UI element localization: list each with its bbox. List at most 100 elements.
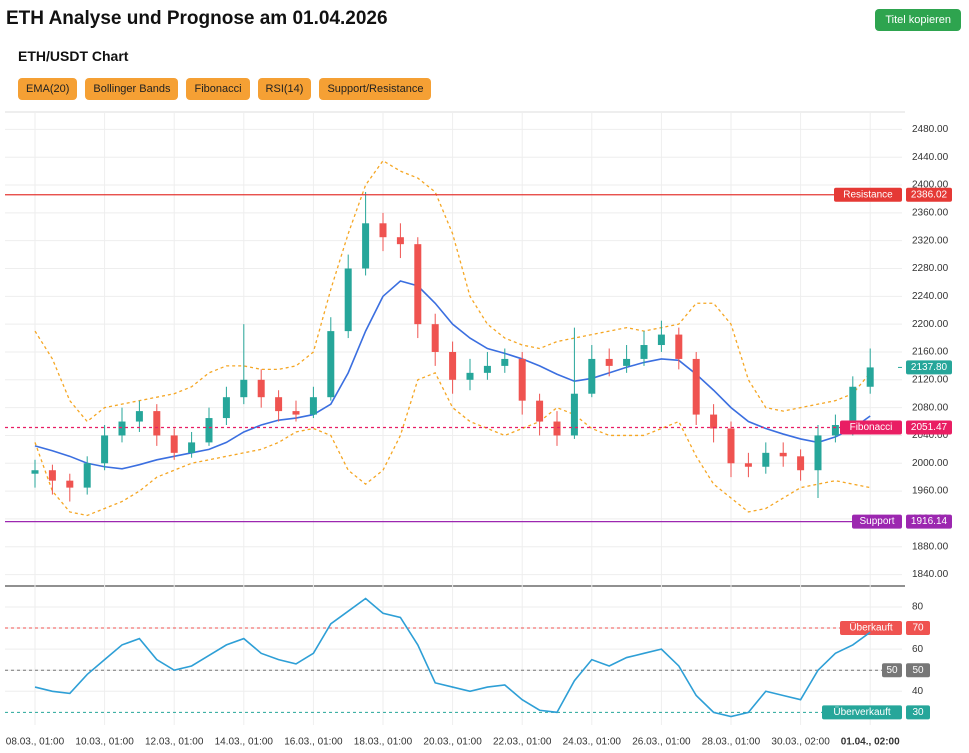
y-tick-label: 80 xyxy=(912,602,924,613)
candle-body xyxy=(344,268,352,332)
candle-body xyxy=(727,428,735,464)
indicator-button[interactable]: RSI(14) xyxy=(257,78,312,100)
x-tick-label: 08.03., 01:00 xyxy=(6,737,65,748)
level-value-bg xyxy=(906,705,930,720)
candle-body xyxy=(640,345,648,359)
candle-body xyxy=(170,435,178,453)
level-name-bg xyxy=(834,187,902,202)
x-tick-label: 24.03., 01:00 xyxy=(563,737,622,748)
y-tick-label: 2280.00 xyxy=(912,263,949,274)
level-value-bg xyxy=(906,187,952,202)
x-tick-label: 30.03., 02:00 xyxy=(771,737,830,748)
candle-body xyxy=(814,435,822,471)
y-tick-label: 2120.00 xyxy=(912,374,949,385)
candle-body xyxy=(692,358,700,415)
candle-body xyxy=(657,334,665,346)
indicator-bar: EMA(20) Bollinger Bands Fibonacci RSI(14) Su… xyxy=(18,78,432,100)
candle-body xyxy=(31,470,39,474)
chart-title: ETH/USDT Chart xyxy=(18,48,129,64)
candle-body xyxy=(762,452,770,467)
candle-body xyxy=(744,463,752,467)
bollinger-band xyxy=(34,159,871,423)
candle-body xyxy=(536,400,544,422)
candle-body xyxy=(518,358,526,401)
level-name: Fibonacci xyxy=(850,422,893,433)
page-title: ETH Analyse und Prognose am 01.04.2026 xyxy=(6,8,388,29)
candle-body xyxy=(275,397,283,412)
candle-body xyxy=(327,331,335,398)
candle-body xyxy=(849,386,857,426)
bollinger-band xyxy=(34,372,871,517)
x-tick-label: 18.03., 01:00 xyxy=(354,737,413,748)
level-name-bg xyxy=(852,514,902,529)
level-value: 1916.14 xyxy=(911,516,948,527)
x-tick-label: 26.03., 01:00 xyxy=(632,737,691,748)
candle-body xyxy=(379,223,387,238)
candle-body xyxy=(362,223,370,269)
last-price: 2137.80 xyxy=(911,362,948,373)
y-tick-label: 2080.00 xyxy=(912,402,949,413)
y-tick-label: 2480.00 xyxy=(912,124,949,135)
y-tick-label: 2200.00 xyxy=(912,319,949,330)
y-tick-label: 2160.00 xyxy=(912,347,949,358)
level-name: Support xyxy=(859,516,894,527)
candle-body xyxy=(188,442,196,453)
y-tick-label: 40 xyxy=(912,686,924,697)
copy-button[interactable]: Titel kopieren xyxy=(875,9,961,31)
x-tick-label: 20.03., 01:00 xyxy=(423,737,482,748)
y-tick-label: 2320.00 xyxy=(912,235,949,246)
candle-body xyxy=(570,393,578,436)
candle-body xyxy=(414,244,422,325)
indicator-button[interactable]: Support/Resistance xyxy=(319,78,432,100)
x-tick-label: 14.03., 01:00 xyxy=(215,737,274,748)
candle-body xyxy=(588,358,596,394)
candle-body xyxy=(309,397,317,415)
y-tick-label: 60 xyxy=(912,644,924,655)
level-value: 30 xyxy=(912,707,924,718)
candle-body xyxy=(501,358,509,366)
candle-body xyxy=(605,358,613,366)
level-value: 2386.02 xyxy=(911,189,948,200)
indicator-button[interactable]: Fibonacci xyxy=(186,78,250,100)
candle-body xyxy=(779,452,787,457)
candle-body xyxy=(101,435,109,464)
level-value: 70 xyxy=(912,623,924,634)
level-value-bg xyxy=(906,514,952,529)
level-value-bg xyxy=(906,663,930,678)
candle-body xyxy=(710,414,718,429)
candle-body xyxy=(866,367,874,387)
y-tick-label: 2040.00 xyxy=(912,430,949,441)
level-name: Resistance xyxy=(843,189,893,200)
level-value: 50 xyxy=(912,665,924,676)
candle-body xyxy=(466,372,474,380)
level-value-bg xyxy=(906,621,930,636)
y-tick-label: 2000.00 xyxy=(912,458,949,469)
x-tick-label: 16.03., 01:00 xyxy=(284,737,343,748)
candle-body xyxy=(431,324,439,352)
candle-body xyxy=(222,397,230,419)
x-tick-label: 01.04., 02:00 xyxy=(841,737,900,748)
candle-body xyxy=(831,425,839,436)
candle-body xyxy=(623,358,631,366)
y-tick-label: 1840.00 xyxy=(912,569,949,580)
y-tick-label: 2240.00 xyxy=(912,291,949,302)
candle-body xyxy=(135,411,143,422)
candle-body xyxy=(118,421,126,436)
candle-body xyxy=(797,456,805,471)
level-name: Überverkauft xyxy=(833,706,890,718)
candle-body xyxy=(257,379,265,398)
candle-body xyxy=(48,470,56,481)
indicator-button[interactable]: Bollinger Bands xyxy=(85,78,179,100)
candle-body xyxy=(205,418,213,443)
candle-body xyxy=(396,237,404,245)
candle-body xyxy=(153,411,161,436)
level-name-bg xyxy=(840,420,902,435)
level-name: Überkauft xyxy=(849,622,893,634)
candle-body xyxy=(553,421,561,436)
indicator-button[interactable]: EMA(20) xyxy=(18,78,78,100)
y-tick-label: 2360.00 xyxy=(912,208,949,219)
x-tick-label: 10.03., 01:00 xyxy=(75,737,134,748)
level-value-bg xyxy=(906,420,952,435)
x-tick-label: 22.03., 01:00 xyxy=(493,737,552,748)
